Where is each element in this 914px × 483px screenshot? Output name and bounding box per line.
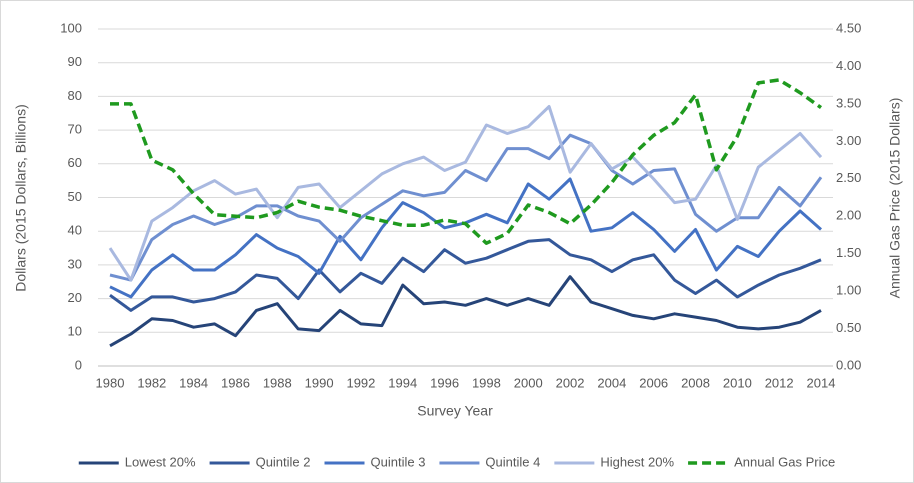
y2-tick-label: 0.00 [836,357,861,372]
y2-axis-title: Annual Gas Price (2015 Dollars) [887,98,903,299]
y-tick-label: 80 [68,88,82,103]
x-tick-label: 1986 [221,375,250,390]
x-tick-label: 2012 [765,375,794,390]
x-tick-label: 1982 [137,375,166,390]
y2-tick-label: 1.50 [836,245,861,260]
series-line [110,78,823,245]
legend-label: Quintile 2 [256,454,311,469]
legend-label: Quintile 4 [485,454,540,469]
y2-tick-label: 2.00 [836,208,861,223]
x-tick-label: 1992 [346,375,375,390]
x-tick-label: 1988 [263,375,292,390]
x-tick-label: 2006 [639,375,668,390]
x-tick-label: 1996 [430,375,459,390]
y2-tick-label: 2.50 [836,170,861,185]
y-tick-label: 60 [68,155,82,170]
y-tick-label: 70 [68,122,82,137]
series-line [108,105,823,282]
series-line [109,238,822,312]
x-tick-label: 2002 [556,375,585,390]
legend-label: Quintile 3 [371,454,426,469]
y-tick-label: 0 [75,357,82,372]
x-tick-label: 2010 [723,375,752,390]
y-tick-label: 40 [68,223,82,238]
x-tick-label: 2004 [597,375,626,390]
x-tick-label: 1980 [96,375,125,390]
legend-label: Annual Gas Price [734,454,835,469]
x-tick-label: 2014 [807,375,836,390]
x-axis-title: Survey Year [417,403,493,419]
y2-tick-label: 0.50 [836,320,861,335]
x-tick-label: 1998 [472,375,501,390]
y-tick-label: 30 [68,256,82,271]
x-tick-label: 2000 [514,375,543,390]
legend-label: Highest 20% [600,454,674,469]
y2-tick-label: 3.00 [836,133,861,148]
y-tick-label: 90 [68,54,82,69]
series-line [109,275,822,348]
x-tick-label: 1994 [388,375,417,390]
y2-tick-label: 4.00 [836,58,861,73]
y2-tick-label: 4.50 [836,20,861,35]
y-tick-label: 50 [68,189,82,204]
y-tick-label: 100 [60,20,82,35]
x-tick-label: 1984 [179,375,208,390]
x-tick-label: 1990 [305,375,334,390]
series-line [109,133,823,282]
y-tick-label: 10 [68,324,82,339]
y2-tick-label: 3.50 [836,95,861,110]
y-tick-label: 20 [68,290,82,305]
x-tick-label: 2008 [681,375,710,390]
y-axis-title: Dollars (2015 Dollars, Billions) [13,104,29,292]
legend-label: Lowest 20% [125,454,196,469]
y2-tick-label: 1.00 [836,283,861,298]
